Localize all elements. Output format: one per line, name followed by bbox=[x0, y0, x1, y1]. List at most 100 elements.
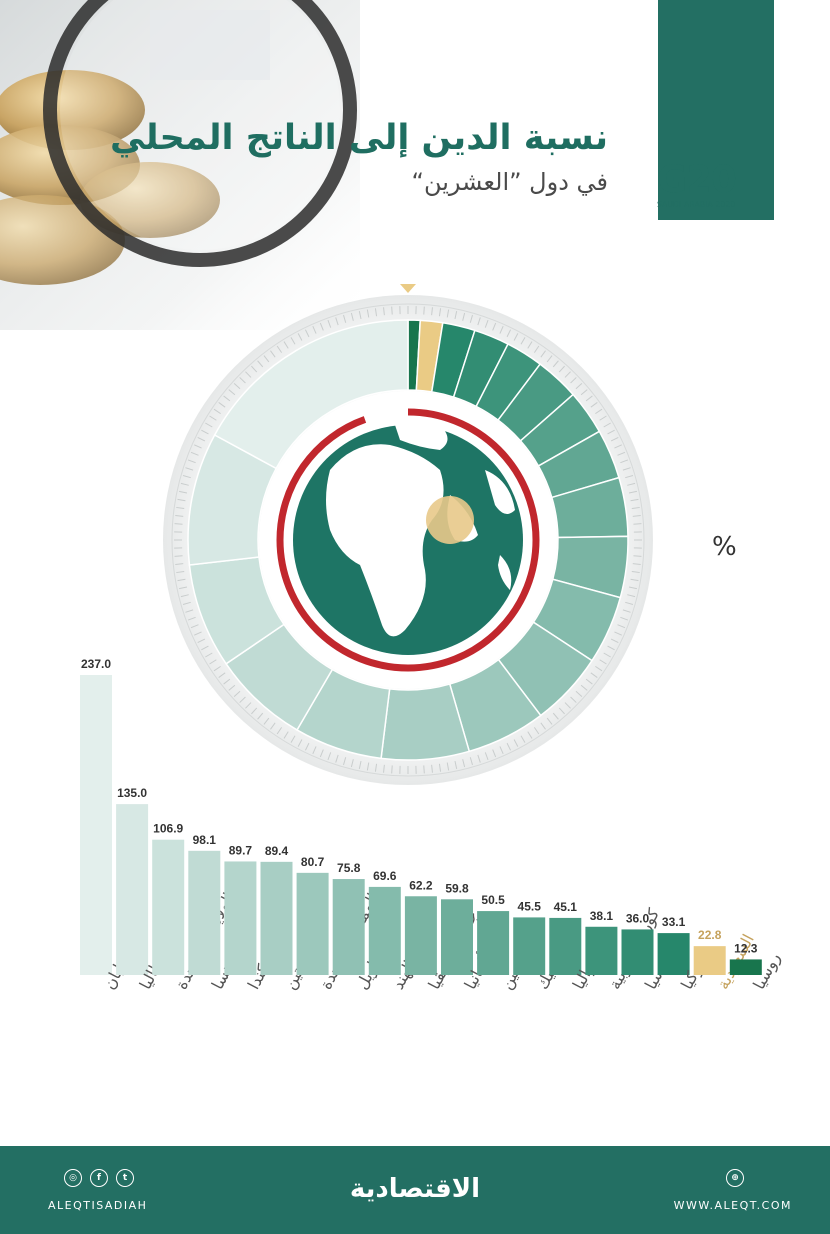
twitter-icon[interactable]: t bbox=[116, 1169, 134, 1187]
ring-tick bbox=[628, 586, 637, 590]
ring-tick bbox=[335, 754, 339, 763]
ring-tick bbox=[620, 616, 629, 621]
ring-tick bbox=[546, 355, 553, 363]
ring-tick bbox=[179, 490, 188, 494]
bar-value-label: 45.5 bbox=[518, 899, 542, 913]
ring-tick bbox=[520, 735, 526, 743]
ring-tick bbox=[327, 319, 332, 328]
bar bbox=[404, 896, 437, 975]
ring-tick bbox=[620, 459, 629, 464]
ring-tick bbox=[617, 624, 626, 629]
ring-tick bbox=[174, 523, 183, 525]
bar-value-label: 69.6 bbox=[373, 869, 397, 883]
ring-tick bbox=[223, 678, 231, 685]
unit-label: % bbox=[712, 532, 737, 562]
ring-tick bbox=[610, 436, 619, 442]
ring-tick bbox=[469, 314, 473, 323]
ring-tick bbox=[201, 645, 209, 651]
bar-value-label: 33.1 bbox=[662, 915, 686, 929]
page-title: نسبة الدين إلى الناتج المحلي bbox=[109, 118, 608, 158]
ring-tick bbox=[327, 752, 332, 761]
ring-tick bbox=[213, 408, 221, 415]
facebook-icon[interactable]: f bbox=[90, 1169, 108, 1187]
ring-tick bbox=[245, 371, 252, 378]
ring-tick bbox=[176, 506, 185, 510]
ring-tick bbox=[622, 609, 631, 613]
ring-tick bbox=[630, 578, 639, 582]
ring-tick bbox=[607, 645, 615, 651]
ring-tick bbox=[276, 345, 283, 353]
instagram-icon[interactable]: ◎ bbox=[64, 1169, 82, 1187]
ring-tick bbox=[614, 444, 622, 449]
ring-tick bbox=[177, 578, 186, 582]
ring-tick bbox=[209, 659, 217, 665]
ring-tick bbox=[599, 659, 607, 665]
g20-logo-subtitle: SAUDI ARABIA 2020 bbox=[657, 200, 736, 209]
ring-tick bbox=[233, 383, 241, 390]
bar bbox=[224, 861, 257, 975]
ring-tick bbox=[290, 735, 296, 743]
ring-tick bbox=[590, 402, 598, 408]
ring-tick bbox=[223, 395, 231, 402]
ring-tick bbox=[533, 345, 540, 353]
ring-tick bbox=[251, 365, 258, 373]
globe-graphic bbox=[276, 408, 540, 672]
ring-tick bbox=[558, 707, 565, 715]
bar-value-label: 89.7 bbox=[229, 843, 253, 857]
bar bbox=[513, 917, 546, 975]
ring-tick bbox=[454, 311, 458, 320]
ring-tick bbox=[617, 451, 626, 456]
ring-tick bbox=[552, 360, 559, 368]
bar bbox=[657, 933, 690, 975]
ring-tick bbox=[499, 746, 504, 754]
ring-tick bbox=[506, 742, 512, 751]
ring-tick bbox=[533, 727, 540, 735]
ring-tick bbox=[383, 764, 385, 773]
ring-tick bbox=[245, 702, 252, 709]
ring-tick bbox=[484, 752, 489, 761]
ring-tick bbox=[477, 317, 481, 326]
ring-tick bbox=[540, 350, 546, 358]
ring-tick bbox=[423, 306, 425, 315]
ring-tick bbox=[263, 355, 270, 363]
ring-tick bbox=[358, 311, 362, 320]
bar-value-label: 59.8 bbox=[445, 881, 469, 895]
bar bbox=[188, 850, 221, 975]
ring-tick bbox=[438, 308, 442, 317]
ring-tick bbox=[391, 765, 393, 774]
ring-tick bbox=[312, 746, 317, 754]
ring-tick bbox=[462, 312, 466, 321]
ring-tick bbox=[633, 555, 642, 557]
ring-tick bbox=[350, 759, 354, 768]
bar bbox=[260, 861, 293, 975]
social-handle[interactable]: ALEQTISADIAH bbox=[48, 1199, 148, 1212]
bar bbox=[621, 929, 654, 975]
ring-tick bbox=[312, 326, 317, 334]
website-link[interactable]: WWW.ALEQT.COM bbox=[673, 1199, 792, 1212]
globe-icon[interactable]: ⊕ bbox=[726, 1169, 744, 1187]
footer-bar: ◎ f t ALEQTISADIAH الاقتصادية ⊕ WWW.ALEQ… bbox=[0, 1146, 830, 1234]
bar bbox=[80, 675, 112, 975]
ring-tick bbox=[304, 742, 310, 751]
ring-tick bbox=[182, 475, 191, 479]
bar bbox=[296, 872, 329, 975]
bar-value-label: 80.7 bbox=[301, 855, 325, 869]
ring-tick bbox=[558, 365, 565, 373]
ring-tick bbox=[631, 570, 640, 574]
ring-tick bbox=[257, 360, 264, 368]
ring-tick bbox=[174, 555, 183, 557]
ring-tick bbox=[580, 389, 588, 396]
bar-value-label: 45.1 bbox=[554, 900, 578, 914]
ring-tick bbox=[431, 307, 433, 316]
bar bbox=[332, 879, 365, 975]
ring-tick bbox=[197, 638, 206, 644]
ring-tick bbox=[366, 762, 370, 771]
ring-tick bbox=[190, 624, 199, 629]
ring-tick bbox=[625, 475, 634, 479]
bar-value-label: 237.0 bbox=[81, 657, 111, 671]
ring-tick bbox=[585, 678, 593, 685]
ring-tick bbox=[366, 309, 370, 318]
ring-tick-track bbox=[171, 303, 645, 777]
ring-tick bbox=[564, 702, 571, 709]
bar bbox=[729, 959, 762, 975]
